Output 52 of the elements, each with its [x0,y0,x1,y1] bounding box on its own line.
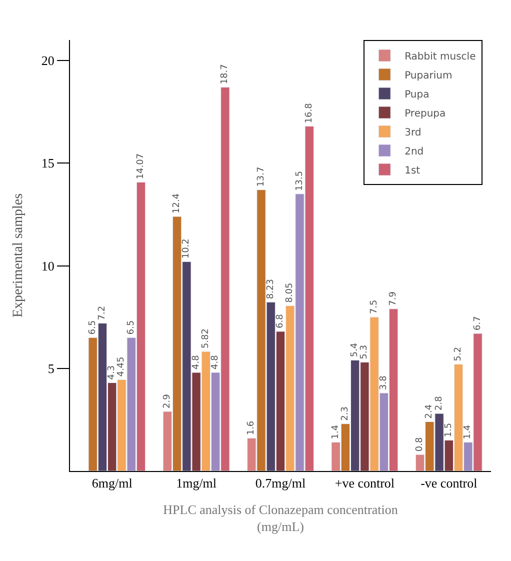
data-label: 5.82 [200,328,211,349]
x-tick-label: 6mg/ml [92,476,133,491]
data-label: 2.9 [162,394,172,408]
y-tick-label: 5 [48,360,54,376]
legend-label: 3rd [404,127,422,138]
y-axis-title: Experimental samples [11,193,26,318]
data-label: 4.45 [116,356,127,377]
x-tick-label: +ve control [334,476,395,491]
y-tick-label: 20 [41,53,54,68]
data-label: 18.7 [220,64,230,84]
data-label: 14.07 [136,153,146,180]
data-label: 10.2 [182,238,192,259]
legend-label: Rabbit muscle [404,51,476,62]
data-label: 5.3 [360,344,370,360]
legend-label: 2nd [404,146,424,158]
data-label: 3.8 [378,375,389,390]
data-label: 1.4 [330,424,341,440]
data-label: 16.8 [304,102,314,124]
data-label: 4.8 [191,354,202,370]
data-label: 5.2 [454,346,464,362]
data-label: 6.5 [88,320,98,335]
legend-label: Pupa [404,89,430,100]
data-label: 2.3 [340,406,350,421]
data-label: 8.05 [285,282,296,303]
x-tick-label: 0.7mg/ml [255,476,306,491]
legend-label: 1st [404,165,420,176]
data-label: 7.9 [388,291,399,306]
data-label: 1.4 [463,424,474,440]
data-label: 6.8 [276,314,286,328]
data-label: 1.5 [444,422,454,438]
data-label: 0.8 [415,436,426,452]
data-label: 2.8 [434,396,444,411]
data-label: 7.2 [97,306,108,320]
data-label: 2.4 [424,404,435,419]
data-label: 6.5 [126,320,136,335]
data-label: 5.4 [350,342,360,358]
data-label: 12.4 [172,193,182,214]
x-tick-label: -ve control [420,476,478,491]
x-tick-label: 1mg/ml [176,476,217,491]
data-label: 1.6 [246,420,257,436]
data-label: 13.7 [256,166,266,187]
data-label: 4.3 [107,365,118,380]
x-axis-title: HPLC analysis of Clonazepam concentration (mg/mL) [163,502,398,534]
data-label: 8.23 [266,279,276,300]
data-label: 7.5 [369,300,380,314]
data-label: 6.7 [472,316,483,330]
y-tick-label: 10 [41,258,54,274]
legend-label: Puparium [404,70,452,82]
legend-label: Prepupa [404,108,446,120]
y-tick-label: 15 [41,156,54,171]
data-label: 4.8 [210,354,221,370]
data-label: 13.5 [294,170,305,191]
